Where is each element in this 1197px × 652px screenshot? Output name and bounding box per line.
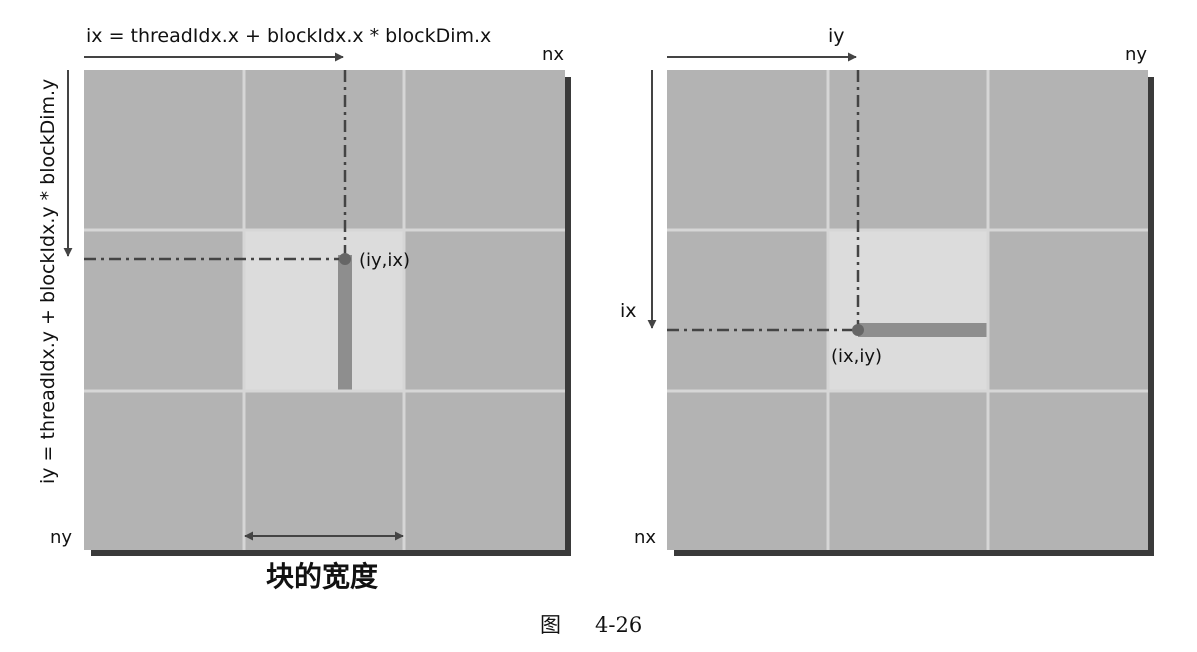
block-width-label: 块的宽度 (266, 560, 378, 593)
right-side-label: ix (620, 300, 637, 322)
left-point-label: (iy,ix) (359, 250, 410, 271)
right-corner-nx: nx (634, 527, 656, 548)
left-matrix-diagram: ix = threadIdx.x + blockIdx.x * blockDim… (37, 25, 571, 593)
left-top-formula: ix = threadIdx.x + blockIdx.x * blockDim… (86, 25, 491, 47)
left-grid-lines (84, 70, 565, 550)
caption-prefix: 图 (540, 613, 561, 637)
left-highlight-block (244, 230, 404, 391)
left-corner-ny: ny (50, 527, 72, 548)
right-top-label: iy (828, 25, 845, 47)
right-point-label: (ix,iy) (831, 346, 882, 367)
left-thread-point (339, 253, 351, 265)
left-column-strip (338, 255, 352, 391)
right-row-strip (858, 323, 988, 337)
right-highlight-block (828, 230, 988, 391)
left-side-formula: iy = threadIdx.y + blockIdx.y * blockDim… (37, 79, 59, 484)
right-corner-ny: ny (1125, 44, 1147, 65)
right-grid-lines (667, 70, 1148, 550)
right-thread-point (852, 324, 864, 336)
figure-caption: 图 4-26 (540, 613, 642, 637)
caption-number: 4-26 (595, 613, 642, 637)
right-matrix-diagram: iy ix ny nx (ix,iy) (620, 25, 1154, 556)
left-corner-nx: nx (542, 44, 564, 65)
